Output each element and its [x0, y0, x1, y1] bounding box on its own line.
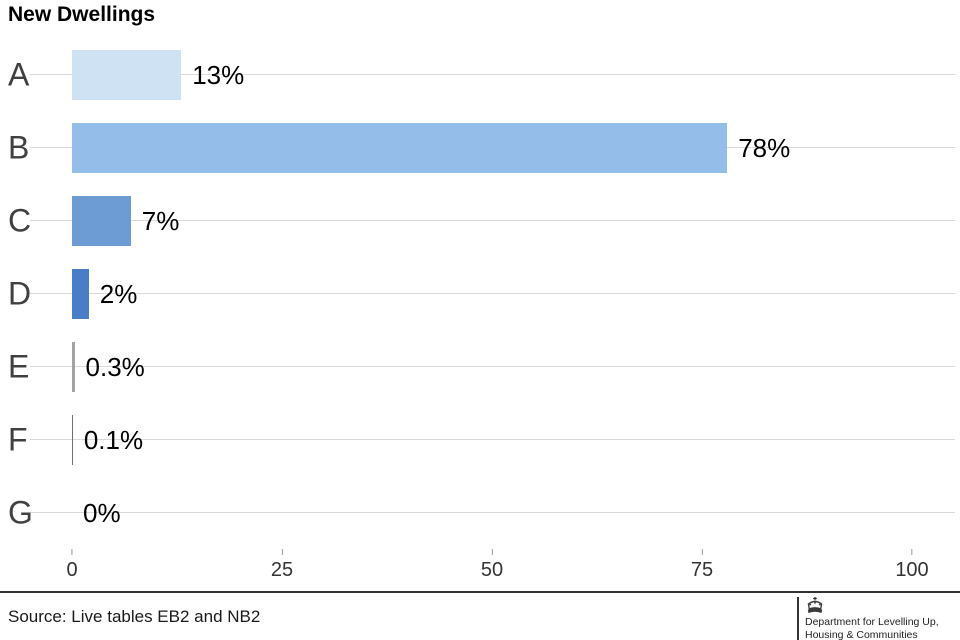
- tick-label: 75: [690, 559, 714, 581]
- value-label: 0.1%: [83, 424, 144, 455]
- tick-label: 25: [270, 559, 294, 581]
- bar-row: E 0.3%: [0, 330, 960, 403]
- tick-mark: [281, 549, 283, 555]
- x-axis-tick: 75: [691, 549, 713, 582]
- value-label: 78%: [738, 132, 791, 163]
- bar: [72, 49, 182, 100]
- category-label: F: [8, 420, 28, 457]
- tick-mark: [491, 549, 493, 555]
- category-label: D: [8, 274, 32, 311]
- bar: [72, 195, 131, 246]
- x-axis-tick: 50: [481, 549, 503, 582]
- tick-mark: [911, 549, 913, 555]
- bar: [72, 122, 728, 173]
- bar-row: G 0%: [0, 476, 960, 549]
- tick-label: 100: [895, 559, 929, 581]
- bar-row: A 13%: [0, 38, 960, 111]
- x-axis-tick: 0: [66, 549, 78, 582]
- uk-royal-crown-icon: [807, 597, 823, 614]
- category-label: A: [8, 55, 30, 92]
- tick-label: 0: [66, 559, 78, 581]
- x-axis-tick: 25: [271, 549, 293, 582]
- tick-mark: [701, 549, 703, 555]
- value-label: 2%: [99, 278, 138, 309]
- department-name-line1: Department for Levelling Up,: [805, 616, 939, 628]
- value-label: 0%: [83, 497, 121, 528]
- bar-row: F 0.1%: [0, 403, 960, 476]
- value-label: 0.3%: [85, 351, 145, 382]
- bar-row: D 2%: [0, 257, 960, 330]
- bar: [72, 414, 73, 465]
- gridline: [30, 366, 955, 367]
- bar: [72, 268, 89, 319]
- bar-row: C 7%: [0, 184, 960, 257]
- x-axis-tick: 100: [895, 549, 929, 582]
- gridline: [30, 439, 955, 440]
- chart-title: New Dwellings: [8, 3, 156, 26]
- department-name-line2: Housing & Communities: [805, 628, 918, 640]
- category-label: B: [8, 128, 30, 165]
- category-label: E: [8, 347, 30, 384]
- tick-label: 50: [480, 559, 504, 581]
- category-label: C: [8, 201, 32, 238]
- bar: [72, 341, 75, 392]
- x-axis: 0 25 50 75 100: [0, 549, 960, 589]
- plot-area: A 13% B 78% C 7% D 2% E 0.3%: [0, 38, 960, 549]
- category-label: G: [8, 493, 33, 530]
- tick-mark: [71, 549, 73, 555]
- footer: Source: Live tables EB2 and NB2 Departme…: [0, 591, 960, 640]
- value-label: 13%: [192, 59, 245, 90]
- gridline: [30, 293, 955, 294]
- gridline: [30, 220, 955, 221]
- bar-row: B 78%: [0, 111, 960, 184]
- gridline: [30, 74, 955, 75]
- department-logo-block: Department for Levelling Up, Housing & C…: [797, 597, 939, 640]
- value-label: 7%: [141, 205, 180, 236]
- source-note: Source: Live tables EB2 and NB2: [8, 607, 261, 626]
- gridline: [30, 512, 955, 513]
